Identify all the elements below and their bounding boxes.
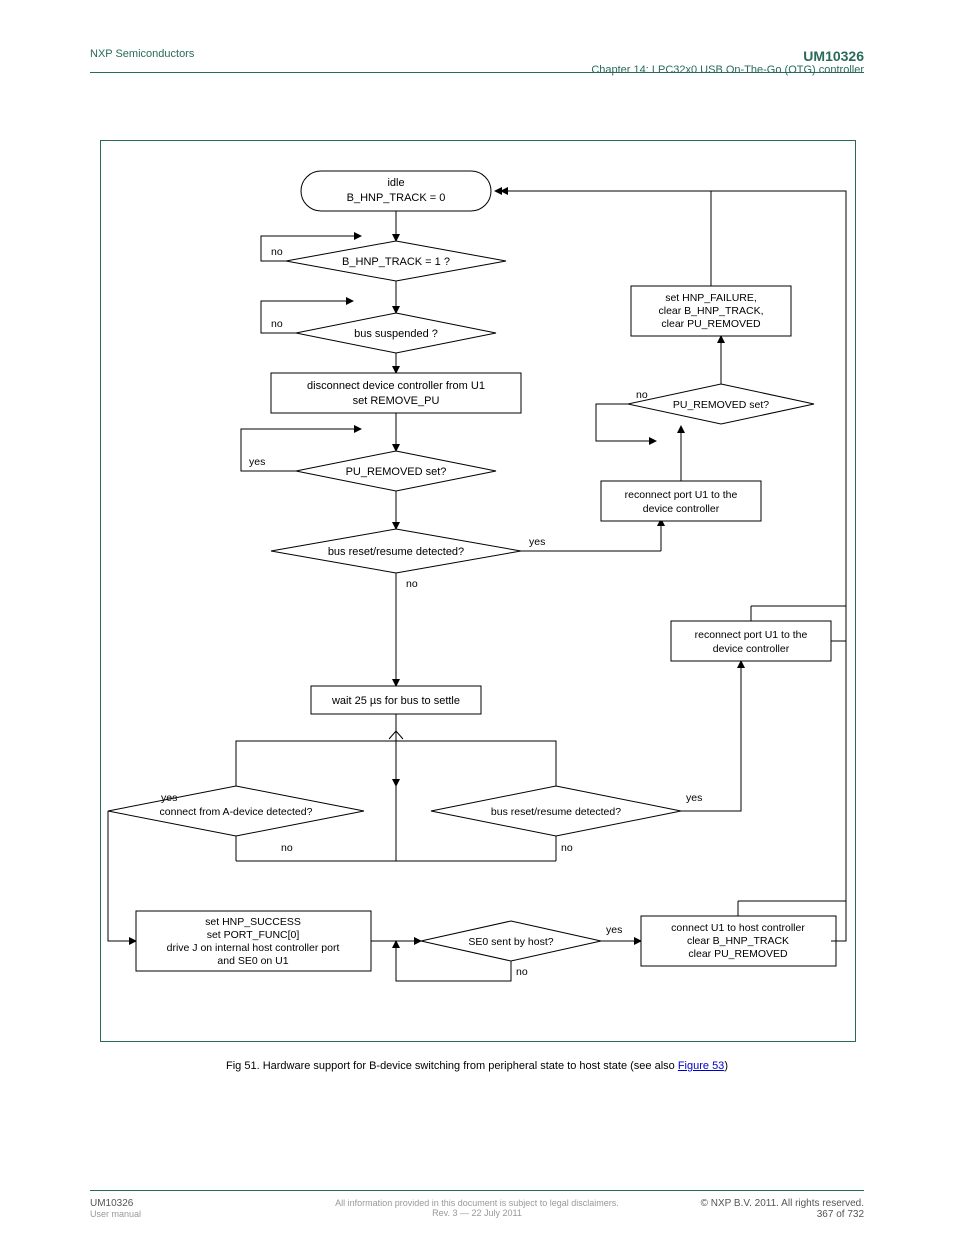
svg-text:wait 25 µs for bus to settle: wait 25 µs for bus to settle <box>331 695 460 707</box>
svg-text:no: no <box>406 578 418 590</box>
svg-text:clear PU_REMOVED: clear PU_REMOVED <box>661 318 761 330</box>
svg-text:bus reset/resume detected?: bus reset/resume detected? <box>328 546 464 558</box>
svg-text:yes: yes <box>249 456 265 468</box>
svg-text:and SE0 on U1: and SE0 on U1 <box>217 955 288 967</box>
svg-text:set PORT_FUNC[0]: set PORT_FUNC[0] <box>207 929 300 941</box>
svg-text:device controller: device controller <box>643 503 720 515</box>
svg-text:B_HNP_TRACK = 0: B_HNP_TRACK = 0 <box>347 192 446 204</box>
svg-text:disconnect device controller f: disconnect device controller from U1 <box>307 380 485 392</box>
footer-right: © NXP B.V. 2011. All rights reserved. 36… <box>701 1198 864 1220</box>
svg-text:no: no <box>281 842 293 854</box>
svg-text:reconnect port U1 to the: reconnect port U1 to the <box>625 489 738 501</box>
svg-text:bus suspended ?: bus suspended ? <box>354 328 438 340</box>
svg-text:no: no <box>516 966 528 978</box>
svg-text:connect U1 to host controller: connect U1 to host controller <box>671 922 805 934</box>
svg-text:clear B_HNP_TRACK,: clear B_HNP_TRACK, <box>658 305 763 317</box>
svg-text:yes: yes <box>686 792 702 804</box>
svg-text:PU_REMOVED set?: PU_REMOVED set? <box>673 399 769 411</box>
svg-text:yes: yes <box>606 924 622 936</box>
svg-text:drive J on internal host contr: drive J on internal host controller port <box>167 942 340 954</box>
header-left: NXP Semiconductors <box>90 48 194 60</box>
svg-text:idle: idle <box>387 177 404 189</box>
svg-text:no: no <box>561 842 573 854</box>
svg-text:yes: yes <box>529 536 545 548</box>
svg-text:set HNP_SUCCESS: set HNP_SUCCESS <box>205 916 301 928</box>
svg-text:reconnect port U1 to the: reconnect port U1 to the <box>695 629 808 641</box>
svg-text:bus reset/resume detected?: bus reset/resume detected? <box>491 806 621 818</box>
figure-caption: Fig 51. Hardware support for B-device sw… <box>100 1060 854 1072</box>
svg-text:yes: yes <box>161 792 177 804</box>
flowchart: idle B_HNP_TRACK = 0 B_HNP_TRACK = 1 ? n… <box>100 140 856 1042</box>
svg-text:clear B_HNP_TRACK: clear B_HNP_TRACK <box>687 935 789 947</box>
figure-link[interactable]: Figure 53 <box>678 1060 724 1072</box>
svg-text:no: no <box>271 318 283 330</box>
svg-text:clear PU_REMOVED: clear PU_REMOVED <box>688 948 788 960</box>
svg-text:B_HNP_TRACK = 1 ?: B_HNP_TRACK = 1 ? <box>342 256 450 268</box>
svg-text:set REMOVE_PU: set REMOVE_PU <box>353 395 440 407</box>
svg-text:SE0 sent by host?: SE0 sent by host? <box>468 936 553 948</box>
svg-text:no: no <box>636 389 648 401</box>
svg-text:device controller: device controller <box>713 643 790 655</box>
svg-text:set HNP_FAILURE,: set HNP_FAILURE, <box>665 292 757 304</box>
svg-text:connect from A-device detected: connect from A-device detected? <box>160 806 313 818</box>
svg-text:PU_REMOVED set?: PU_REMOVED set? <box>346 466 447 478</box>
svg-text:no: no <box>271 246 283 258</box>
